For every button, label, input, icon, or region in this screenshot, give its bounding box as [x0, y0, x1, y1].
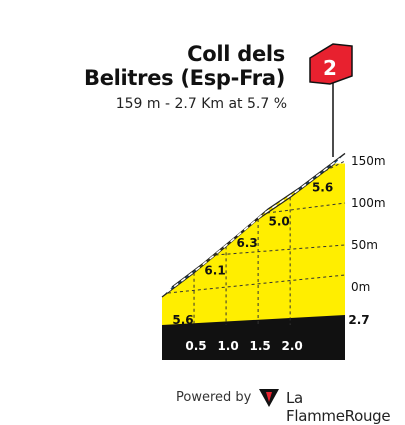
altitude-label: 0m: [351, 280, 370, 294]
altitude-label: 100m: [351, 196, 386, 210]
gradient-label: 5.6: [312, 180, 333, 194]
gradient-label: 6.3: [236, 236, 257, 250]
chart-svg: 5.6 6.1 6.3 5.0 5.6 0.5 1.0 1.5 2.0 2.7 0m 50m 100m 1…: [161, 43, 386, 360]
altitude-gridline: [266, 202, 346, 214]
climb-title-line1: Coll dels: [187, 42, 285, 66]
gradient-label: 5.0: [268, 214, 289, 228]
profile-chart: 5.6 6.1 6.3 5.0 5.6 0.5 1.0 1.5 2.0 2.7 0m 50m 100m 1…: [161, 43, 386, 360]
gradient-label: 6.1: [204, 263, 225, 277]
distance-label: 0.5: [185, 339, 206, 353]
gradient-label: 5.6: [172, 313, 193, 327]
distance-label: 1.5: [249, 339, 270, 353]
distance-label: 2.0: [282, 339, 303, 353]
distance-label: 2.7: [348, 313, 369, 327]
climb-subtitle: 159 m - 2.7 Km at 5.7 %: [115, 96, 287, 112]
altitude-label: 150m: [351, 154, 386, 168]
altitude-label: 50m: [351, 238, 378, 252]
road-front-edge: [161, 162, 336, 298]
distance-band: [162, 315, 345, 360]
footer: Powered by La FlammeRouge: [176, 386, 405, 425]
road-centre-line: [166, 157, 341, 293]
brand-name: La FlammeRouge: [286, 389, 391, 425]
climb-title-line2: Belitres (Esp-Fra): [83, 66, 285, 90]
category-flag-icon: [309, 43, 353, 85]
flamme-rouge-logo-icon: [259, 389, 279, 407]
profile-front-face: [162, 163, 345, 325]
powered-by-label: Powered by: [176, 390, 252, 405]
distance-label: 1.0: [217, 339, 238, 353]
altitude-gridline: [215, 244, 346, 256]
category-badge: 2: [323, 56, 337, 80]
altitude-gridline: [324, 160, 346, 172]
